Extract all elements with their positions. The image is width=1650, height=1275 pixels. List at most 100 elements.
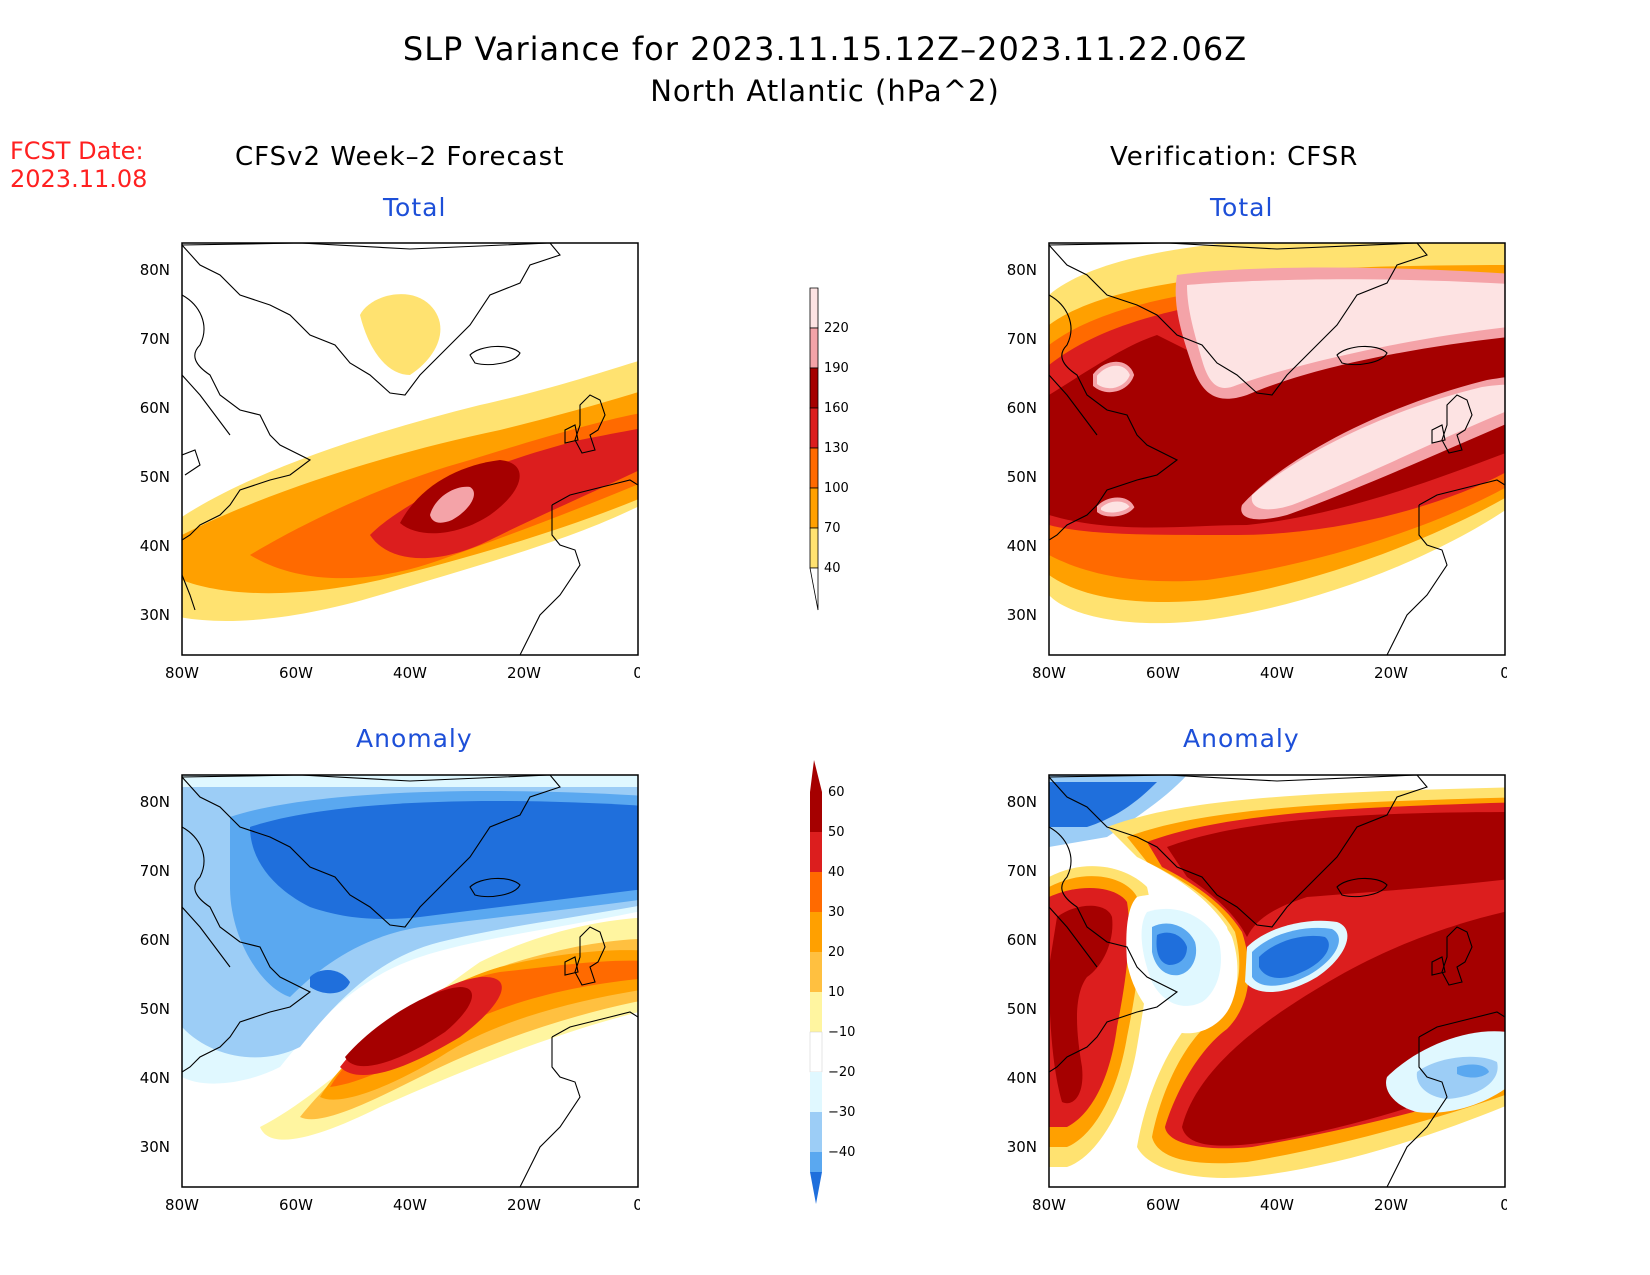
forecast-date-label: FCST Date: bbox=[10, 137, 144, 165]
colorbar-label: −10 bbox=[828, 1025, 855, 1040]
lat-tick: 70N bbox=[1007, 330, 1037, 348]
map-forecast-total: 80N 70N 60N 50N 40N 30N 80W 60W 40W 20W … bbox=[140, 242, 640, 682]
panel-label-top-left: Total bbox=[383, 193, 447, 222]
coastlines bbox=[1049, 775, 1505, 1187]
lon-tick: 80W bbox=[165, 664, 199, 682]
lon-tick: 40W bbox=[1260, 664, 1294, 682]
panel-label-bottom-left: Anomaly bbox=[356, 724, 473, 753]
lat-tick: 60N bbox=[140, 931, 170, 949]
lon-tick: 40W bbox=[1260, 1196, 1294, 1214]
main-subtitle: North Atlantic (hPa^2) bbox=[650, 74, 1000, 108]
lon-axis: 80W 60W 40W 20W 0 bbox=[165, 664, 640, 682]
lon-tick: 0 bbox=[633, 664, 640, 682]
lat-tick: 30N bbox=[140, 1138, 170, 1156]
colorbar-label: 190 bbox=[824, 361, 849, 376]
lat-tick: 30N bbox=[1007, 606, 1037, 624]
colorbar-label: 60 bbox=[828, 785, 845, 800]
map-frame bbox=[1048, 242, 1506, 656]
lat-tick: 50N bbox=[140, 1000, 170, 1018]
lat-tick: 40N bbox=[1007, 1069, 1037, 1087]
colorbar-anomaly: 60 50 40 30 20 10 −10 −20 −30 −40 bbox=[809, 760, 855, 1204]
lat-axis: 80N 70N 60N 50N 40N 30N bbox=[1007, 261, 1037, 624]
coastlines bbox=[182, 775, 638, 1187]
map-verification-total: 80N 70N 60N 50N 40N 30N 80W 60W 40W 20W … bbox=[1007, 242, 1507, 682]
lat-tick: 30N bbox=[1007, 1138, 1037, 1156]
colorbar-label: 30 bbox=[828, 905, 845, 920]
verification-total-field bbox=[1049, 243, 1505, 655]
lon-tick: 20W bbox=[1374, 664, 1408, 682]
colorbar-total: 220 190 160 130 100 70 40 bbox=[809, 287, 849, 611]
colorbar-label: 20 bbox=[828, 945, 845, 960]
lon-tick: 20W bbox=[1374, 1196, 1408, 1214]
lon-tick: 0 bbox=[1500, 1196, 1507, 1214]
lon-tick: 20W bbox=[507, 1196, 541, 1214]
lat-tick: 30N bbox=[140, 606, 170, 624]
forecast-anomaly-field bbox=[182, 775, 638, 1187]
lat-tick: 40N bbox=[140, 1069, 170, 1087]
forecast-total-field bbox=[182, 294, 638, 621]
lat-tick: 60N bbox=[140, 399, 170, 417]
lat-tick: 60N bbox=[1007, 931, 1037, 949]
colorbar-total-swatches bbox=[809, 287, 819, 611]
colorbar-label: 70 bbox=[824, 521, 841, 536]
lon-axis: 80W 60W 40W 20W 0 bbox=[165, 1196, 640, 1214]
lat-tick: 80N bbox=[140, 793, 170, 811]
lon-tick: 60W bbox=[1146, 664, 1180, 682]
lon-tick: 60W bbox=[279, 1196, 313, 1214]
lat-tick: 50N bbox=[1007, 468, 1037, 486]
lat-tick: 50N bbox=[1007, 1000, 1037, 1018]
lat-tick: 80N bbox=[140, 261, 170, 279]
lat-axis: 80N 70N 60N 50N 40N 30N bbox=[140, 261, 170, 624]
lon-tick: 60W bbox=[279, 664, 313, 682]
colorbar-label: 220 bbox=[824, 321, 849, 336]
map-frame bbox=[1048, 774, 1506, 1188]
lon-axis: 80W 60W 40W 20W 0 bbox=[1032, 664, 1507, 682]
lon-tick: 40W bbox=[393, 664, 427, 682]
main-title: SLP Variance for 2023.11.15.12Z–2023.11.… bbox=[402, 30, 1248, 68]
map-frame bbox=[181, 774, 639, 1188]
panel-label-top-right: Total bbox=[1210, 193, 1274, 222]
lat-tick: 70N bbox=[1007, 862, 1037, 880]
colorbar-label: 100 bbox=[824, 481, 849, 496]
lon-tick: 80W bbox=[1032, 664, 1066, 682]
lat-tick: 50N bbox=[140, 468, 170, 486]
lon-tick: 20W bbox=[507, 664, 541, 682]
lon-axis: 80W 60W 40W 20W 0 bbox=[1032, 1196, 1507, 1214]
map-verification-anomaly: 80N 70N 60N 50N 40N 30N 80W 60W 40W 20W … bbox=[1007, 774, 1507, 1214]
lat-tick: 70N bbox=[140, 330, 170, 348]
colorbar-total-labels: 220 190 160 130 100 70 40 bbox=[824, 321, 849, 576]
forecast-date-value: 2023.11.08 bbox=[10, 165, 148, 193]
lon-tick: 80W bbox=[1032, 1196, 1066, 1214]
coastlines bbox=[182, 243, 638, 655]
colorbar-label: 40 bbox=[824, 561, 841, 576]
colorbar-label: 50 bbox=[828, 825, 845, 840]
colorbar-anomaly-swatches bbox=[809, 760, 823, 1204]
colorbar-label: 160 bbox=[824, 401, 849, 416]
lat-axis: 80N 70N 60N 50N 40N 30N bbox=[1007, 793, 1037, 1156]
lon-tick: 80W bbox=[165, 1196, 199, 1214]
forecast-date-block: FCST Date: 2023.11.08 bbox=[10, 137, 147, 193]
colorbar-label: −20 bbox=[828, 1065, 855, 1080]
colorbar-label: 130 bbox=[824, 441, 849, 456]
colorbar-label: 40 bbox=[828, 865, 845, 880]
map-frame bbox=[181, 242, 639, 656]
lat-tick: 70N bbox=[140, 862, 170, 880]
colorbar-label: −30 bbox=[828, 1105, 855, 1120]
map-forecast-anomaly: 80N 70N 60N 50N 40N 30N 80W 60W 40W 20W … bbox=[140, 774, 640, 1214]
right-column-title: Verification: CFSR bbox=[1110, 142, 1359, 172]
coastlines bbox=[1049, 243, 1505, 655]
left-column-title: CFSv2 Week–2 Forecast bbox=[235, 142, 565, 172]
lat-tick: 40N bbox=[1007, 537, 1037, 555]
colorbar-anomaly-labels: 60 50 40 30 20 10 −10 −20 −30 −40 bbox=[828, 785, 855, 1160]
lat-axis: 80N 70N 60N 50N 40N 30N bbox=[140, 793, 170, 1156]
lon-tick: 0 bbox=[1500, 664, 1507, 682]
colorbar-label: −40 bbox=[828, 1145, 855, 1160]
colorbar-label: 10 bbox=[828, 985, 845, 1000]
lat-tick: 80N bbox=[1007, 261, 1037, 279]
lat-tick: 40N bbox=[140, 537, 170, 555]
lon-tick: 40W bbox=[393, 1196, 427, 1214]
lat-tick: 80N bbox=[1007, 793, 1037, 811]
lat-tick: 60N bbox=[1007, 399, 1037, 417]
lon-tick: 60W bbox=[1146, 1196, 1180, 1214]
verification-anomaly-field bbox=[1049, 775, 1505, 1187]
